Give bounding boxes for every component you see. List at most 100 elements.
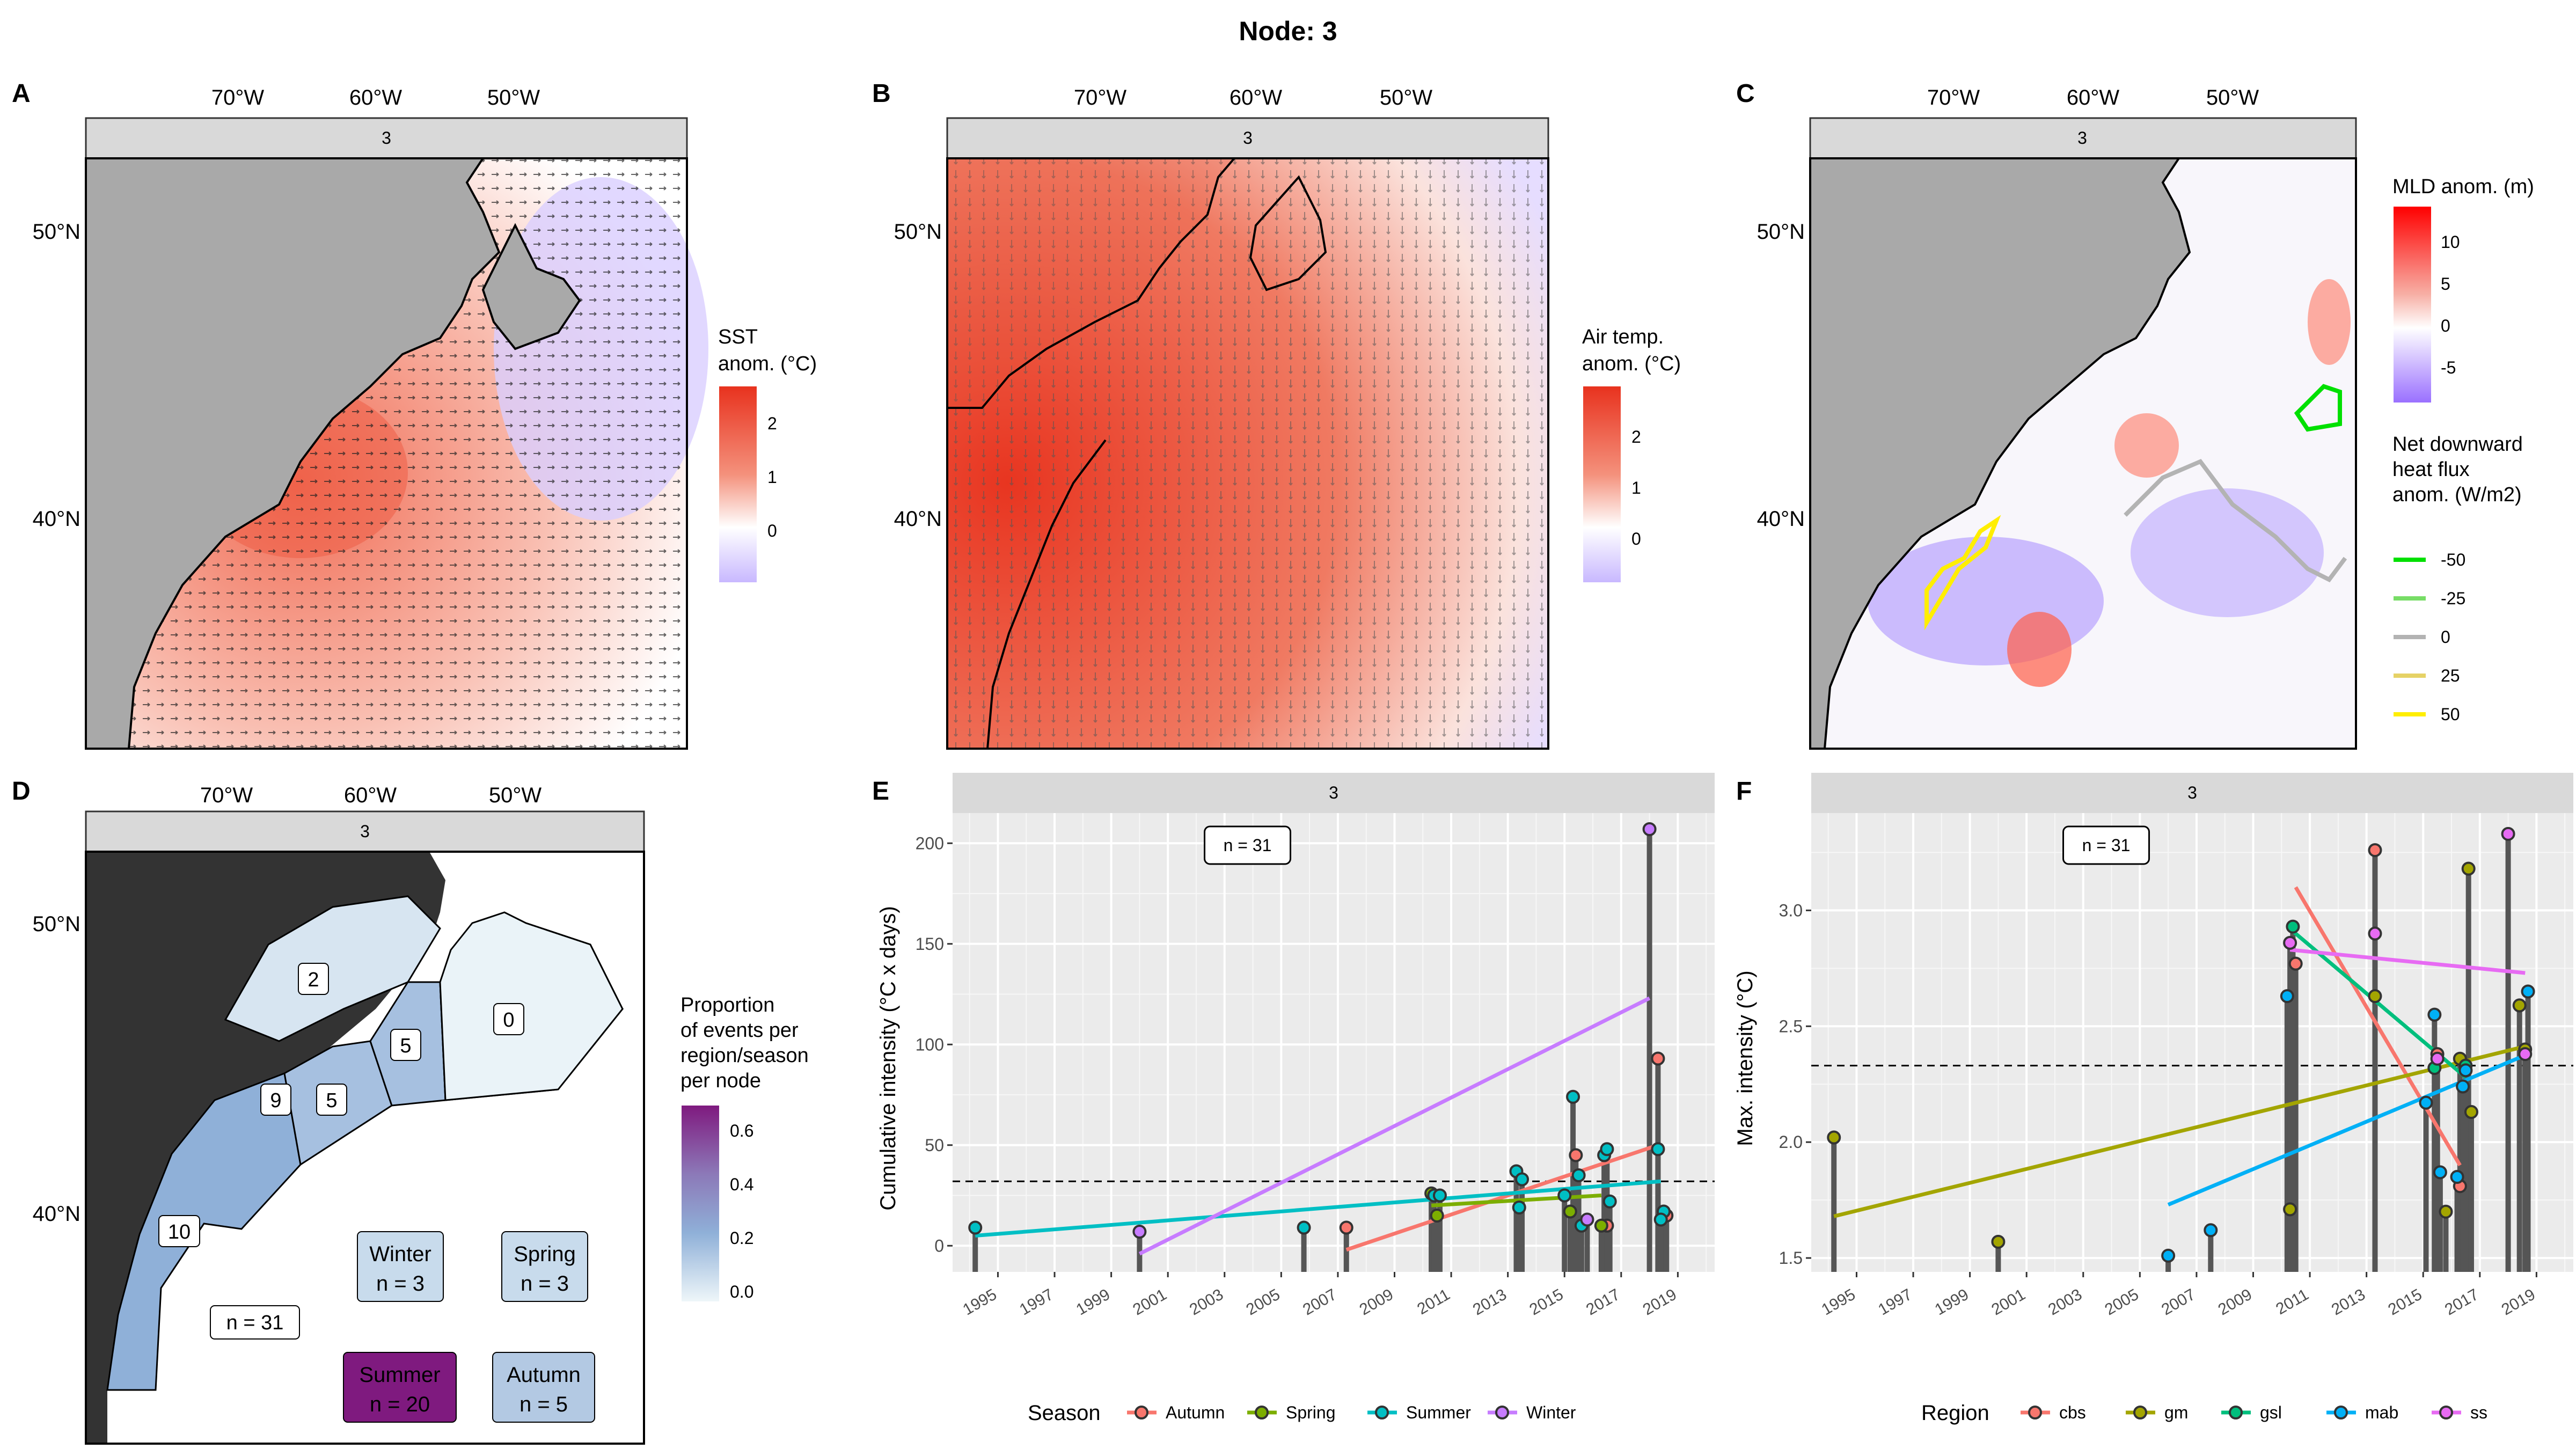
legend-title-d-3: region/season: [680, 1044, 809, 1067]
point-mab: [2456, 1079, 2470, 1094]
lat-tick-a-1: 50°N: [33, 220, 80, 244]
season-box-summer: Summer n = 20: [343, 1352, 457, 1423]
legend2-items-c: -50 -25 0 25 50: [2394, 550, 2465, 724]
x-tick-label: 1995: [1819, 1285, 1858, 1319]
strip-label-e: 3: [1329, 783, 1338, 802]
legend-title-a-1: SST: [718, 326, 758, 348]
point-mab: [2458, 1063, 2473, 1078]
point-summer: [1557, 1188, 1572, 1203]
point-gm: [2461, 861, 2476, 876]
strip-label-a: 3: [382, 128, 391, 148]
point-winter: [1132, 1225, 1147, 1239]
trend-line-ss: [2289, 948, 2526, 975]
n-label-box: [1204, 825, 1292, 865]
trend-line-spring: [1431, 1194, 1602, 1208]
lon-tick-a-1: 70°W: [211, 86, 264, 109]
legend-key-point-spring: [1255, 1406, 1269, 1419]
svg-text:Spring: Spring: [514, 1242, 576, 1266]
x-tick-label: 2009: [2215, 1285, 2255, 1319]
svg-text:10: 10: [168, 1221, 191, 1243]
point-gm: [2439, 1204, 2453, 1219]
region-label-offshore: 0: [493, 1003, 524, 1035]
region-label-cbs: 5: [390, 1029, 421, 1061]
point-gsl: [2286, 919, 2300, 934]
heat-flux-label-3: 25: [2441, 666, 2460, 685]
legend-label-summer: Summer: [1406, 1403, 1471, 1422]
svg-text:n = 5: n = 5: [519, 1393, 568, 1416]
x-tick-label: 2005: [1243, 1285, 1283, 1319]
point-summer: [1515, 1172, 1529, 1187]
legend-title: Region: [1921, 1401, 1989, 1425]
contour-pos-c: [1924, 515, 2001, 631]
lon-tick-c-2: 60°W: [2067, 86, 2119, 109]
legend-key-point-summer: [1375, 1406, 1389, 1419]
point-winter: [1580, 1212, 1594, 1227]
lat-tick-a-2: 40°N: [33, 507, 80, 531]
x-tick-label: 2015: [2385, 1285, 2425, 1319]
point-mab: [2161, 1248, 2176, 1263]
region-label-gsl: 2: [298, 963, 329, 995]
legend-title-b-2: anom. (°C): [1582, 353, 1681, 375]
n-label: n = 31: [1224, 836, 1272, 855]
legend1-tick-c-2: 5: [2441, 274, 2450, 294]
panel-f: F 3 1.5 2.0 2.5 3.0 1995 1997 1999 2001 2003 2005…: [1733, 773, 2573, 1425]
y-tick-label: 150: [916, 934, 944, 954]
colorbar-c: [2394, 207, 2431, 402]
map-c-frame: [1809, 157, 2357, 750]
y-tick-label: 200: [916, 833, 944, 853]
panel-letter-c: C: [1736, 79, 1755, 108]
x-tick-label: 2019: [1640, 1285, 1680, 1319]
lat-tick-d-1: 50°N: [33, 912, 80, 936]
point-autumn: [1569, 1148, 1583, 1162]
x-tick-label: 2005: [2102, 1285, 2142, 1319]
region-label-gm: 9: [260, 1084, 291, 1116]
strip-b: [946, 117, 1549, 159]
strip-f: [1811, 773, 2573, 813]
mld-warm-3: [2308, 279, 2351, 365]
svg-text:n = 3: n = 3: [521, 1272, 569, 1296]
x-tick-label: 2003: [1187, 1285, 1226, 1319]
lon-tick-c-1: 70°W: [1927, 86, 1980, 109]
legend-tick-d-4: 0.0: [730, 1282, 753, 1301]
point-gm: [2368, 989, 2382, 1004]
point-gm: [1827, 1130, 1841, 1145]
lat-tick-c-2: 40°N: [1757, 507, 1805, 531]
land-b: [946, 157, 1237, 409]
mld-warm-2: [2114, 413, 2179, 478]
panel-d: D 70°W 60°W 50°W 3 50°N 40°N 2 0 5: [12, 777, 809, 1445]
panel-letter-d: D: [12, 777, 31, 806]
lon-tick-a-2: 60°W: [349, 86, 402, 109]
colorbar-a: [719, 386, 757, 582]
legend-title-b-1: Air temp.: [1582, 326, 1664, 348]
point-winter: [1642, 822, 1657, 836]
x-tick-label: 2007: [1300, 1285, 1340, 1319]
legend-label-mab: mab: [2365, 1403, 2398, 1422]
point-summer: [1566, 1089, 1580, 1104]
legend-key-point-autumn: [1135, 1406, 1148, 1419]
point-summer: [1297, 1220, 1311, 1235]
mld-warm-1: [2007, 612, 2072, 687]
x-tick-label: 1997: [1016, 1285, 1056, 1319]
legend-tick-a-3: 0: [767, 521, 777, 540]
legend-title-a-2: anom. (°C): [718, 353, 817, 375]
point-autumn: [1651, 1051, 1665, 1066]
land-c: [1809, 157, 2191, 750]
y-tick-label: 1.5: [1779, 1248, 1803, 1268]
strip-c: [1809, 117, 2357, 159]
y-tick-label: 2.0: [1779, 1132, 1803, 1152]
legend-title-d-2: of events per: [680, 1019, 799, 1042]
legend-key-point-gsl: [2229, 1406, 2243, 1419]
legend-tick-b-3: 0: [1631, 529, 1641, 548]
svg-text:5: 5: [400, 1035, 411, 1057]
legend-label-gsl: gsl: [2260, 1403, 2282, 1422]
point-mab: [2427, 1007, 2442, 1022]
x-tick-label: 2001: [1130, 1285, 1169, 1319]
legend-key-point-gm: [2133, 1406, 2147, 1419]
heat-flux-label-0: -50: [2441, 550, 2465, 569]
point-gm: [2464, 1105, 2478, 1119]
point-spring: [1594, 1218, 1608, 1233]
svg-text:2: 2: [308, 969, 319, 991]
coast-b: [986, 439, 1107, 749]
trend-line-mab: [2167, 1052, 2529, 1207]
point-mab: [2204, 1223, 2218, 1238]
